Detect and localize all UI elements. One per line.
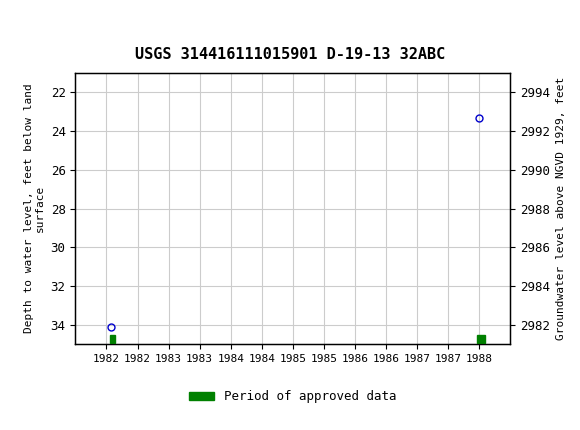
Bar [110, 335, 115, 343]
Y-axis label: Groundwater level above NGVD 1929, feet: Groundwater level above NGVD 1929, feet [556, 77, 566, 340]
Bar [477, 335, 485, 343]
Legend: Period of approved data: Period of approved data [184, 385, 401, 408]
Y-axis label: Depth to water level, feet below land
surface: Depth to water level, feet below land su… [24, 84, 45, 333]
Text: USGS 314416111015901 D-19-13 32ABC: USGS 314416111015901 D-19-13 32ABC [135, 47, 445, 62]
Text: ≡USGS: ≡USGS [12, 16, 75, 36]
